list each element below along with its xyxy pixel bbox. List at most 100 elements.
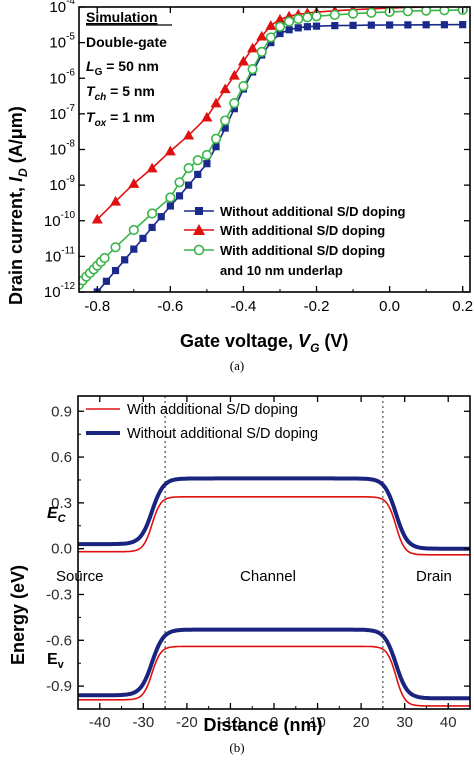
svg-text:Gate voltage, VG (V): Gate voltage, VG (V) bbox=[180, 331, 348, 355]
data-point-a bbox=[228, 69, 240, 80]
data-point-a bbox=[157, 213, 165, 221]
y-tick-label-a: 10-7 bbox=[49, 103, 75, 123]
x-tick-label-a: -0.6 bbox=[157, 298, 183, 315]
y-tick-label-b: 0.9 bbox=[51, 403, 72, 420]
svg-text:Tch = 5 nm: Tch = 5 nm bbox=[86, 83, 155, 103]
data-point-a bbox=[183, 129, 195, 140]
region-label-drain: Drain bbox=[416, 568, 452, 585]
data-point-a bbox=[404, 21, 412, 29]
data-point-a bbox=[312, 22, 321, 30]
legend-b: With additional S/D doping Without addit… bbox=[86, 402, 318, 442]
plot-area-a bbox=[79, 7, 469, 292]
y-tick-label-a: 10-5 bbox=[49, 32, 75, 52]
legend-item-without-doping-b: Without additional S/D doping bbox=[86, 426, 318, 442]
data-point-a bbox=[165, 192, 176, 203]
data-point-a bbox=[220, 115, 231, 126]
annotation-block: Simulation Double-gate LG = 50 nm Tch = … bbox=[86, 9, 172, 129]
data-point-a bbox=[110, 242, 121, 253]
plot-area-b bbox=[78, 396, 470, 709]
data-point-a bbox=[91, 213, 103, 224]
data-point-a bbox=[284, 16, 295, 27]
data-point-a bbox=[174, 177, 185, 188]
svg-text:LG = 50 nm: LG = 50 nm bbox=[86, 58, 159, 78]
data-point-a bbox=[459, 21, 467, 29]
data-point-a bbox=[221, 124, 229, 132]
y-tick-label-a: 10-6 bbox=[49, 67, 75, 87]
data-point-a bbox=[146, 208, 158, 219]
legend-item-without-doping: Without additional S/D doping bbox=[184, 204, 406, 219]
data-point-a bbox=[276, 29, 284, 38]
annotation-title: Simulation bbox=[86, 9, 158, 25]
data-point-a bbox=[440, 21, 449, 29]
data-point-a bbox=[230, 105, 238, 113]
x-tick-label-a: -0.8 bbox=[84, 298, 110, 315]
series-a-2 bbox=[79, 7, 468, 290]
region-label-source: Source bbox=[56, 568, 104, 585]
data-point-a bbox=[229, 98, 240, 109]
data-point-a bbox=[146, 162, 158, 173]
y-tick-label-a: 10-10 bbox=[44, 210, 76, 230]
x-tick-label-b: 40 bbox=[440, 714, 457, 731]
y-axis-label-a: Drain current, ID (A/μm) bbox=[6, 106, 30, 305]
data-point-a bbox=[422, 21, 430, 29]
data-point-a bbox=[386, 21, 394, 29]
legend-label-without-doping: Without additional S/D doping bbox=[220, 204, 406, 219]
x-tick-label-a: -0.2 bbox=[304, 298, 330, 315]
legend-marker-triangle bbox=[193, 224, 205, 235]
svg-text:Drain current, ID (A/μm): Drain current, ID (A/μm) bbox=[6, 106, 30, 305]
annotation-line-4: Tox = 1 nm bbox=[86, 109, 155, 129]
y-tick-label-a: 10-9 bbox=[49, 174, 75, 194]
band-label-ev: Ev bbox=[47, 651, 65, 671]
y-tick-label-b: -0.9 bbox=[46, 678, 72, 695]
data-point-a bbox=[210, 97, 222, 108]
data-point-a bbox=[237, 55, 249, 66]
data-point-a bbox=[256, 30, 268, 41]
chart-panel-b: -40 -30 -20 -10 0 10 20 30 40 -0.9 -0.6 -0.3 0.0 0.3 0… bbox=[8, 395, 471, 755]
data-point-a bbox=[302, 12, 313, 23]
region-label-channel: Channel bbox=[240, 568, 296, 585]
data-point-a bbox=[201, 149, 212, 161]
caption-a: (a) bbox=[230, 358, 244, 373]
svg-text:Tox = 1 nm: Tox = 1 nm bbox=[86, 109, 155, 129]
data-point-a bbox=[347, 8, 359, 19]
legend-label-underlap: With additional S/D doping bbox=[220, 243, 385, 258]
legend-item-with-doping-b: With additional S/D doping bbox=[86, 402, 298, 418]
data-point-a bbox=[439, 7, 450, 16]
x-tick-label-b: -30 bbox=[132, 714, 154, 731]
data-point-a bbox=[293, 13, 304, 25]
caption-b: (b) bbox=[229, 740, 244, 755]
legend-label-underlap-cont: and 10 nm underlap bbox=[220, 263, 343, 278]
data-point-a bbox=[274, 13, 286, 24]
svg-text:Ev: Ev bbox=[47, 651, 65, 671]
y-tick-label-a: 10-8 bbox=[49, 139, 75, 159]
data-point-a bbox=[203, 160, 211, 168]
data-point-a bbox=[219, 83, 231, 94]
legend-label-with-doping-b: With additional S/D doping bbox=[127, 402, 298, 418]
x-tick-label-a: -0.4 bbox=[231, 298, 257, 315]
legend-a: Without additional S/D doping With addit… bbox=[184, 204, 406, 278]
data-point-a bbox=[111, 266, 120, 275]
data-point-a bbox=[303, 23, 311, 31]
data-point-a bbox=[148, 223, 156, 232]
data-point-a bbox=[329, 9, 340, 21]
data-point-a bbox=[175, 192, 184, 200]
data-point-a bbox=[285, 26, 293, 34]
x-tick-label-b: -10 bbox=[220, 714, 242, 731]
data-point-a bbox=[210, 133, 222, 144]
series-b-1 bbox=[78, 476, 470, 701]
x-tick-label-b: -20 bbox=[176, 714, 198, 731]
series-b-0 bbox=[78, 495, 470, 707]
y-tick-label-a: 10-11 bbox=[45, 245, 76, 265]
data-point-a bbox=[256, 46, 267, 57]
data-point-a bbox=[265, 20, 277, 30]
ticks-a: -0.8 -0.6 -0.4 -0.2 0.0 0.2 10-12 10-11 10-10 10-… bbox=[44, 0, 473, 315]
chart-panel-a: -0.8 -0.6 -0.4 -0.2 0.0 0.2 10-12 10-11 10-10 10-… bbox=[6, 0, 473, 373]
data-point-a bbox=[349, 21, 357, 29]
annotation-line-1: Double-gate bbox=[86, 34, 167, 50]
data-point-a bbox=[366, 7, 377, 18]
data-point-a bbox=[274, 21, 286, 32]
x-tick-label-b: 10 bbox=[309, 714, 326, 731]
annotation-line-3: Tch = 5 nm bbox=[86, 83, 155, 103]
y-tick-label-b: 0.3 bbox=[51, 495, 72, 512]
